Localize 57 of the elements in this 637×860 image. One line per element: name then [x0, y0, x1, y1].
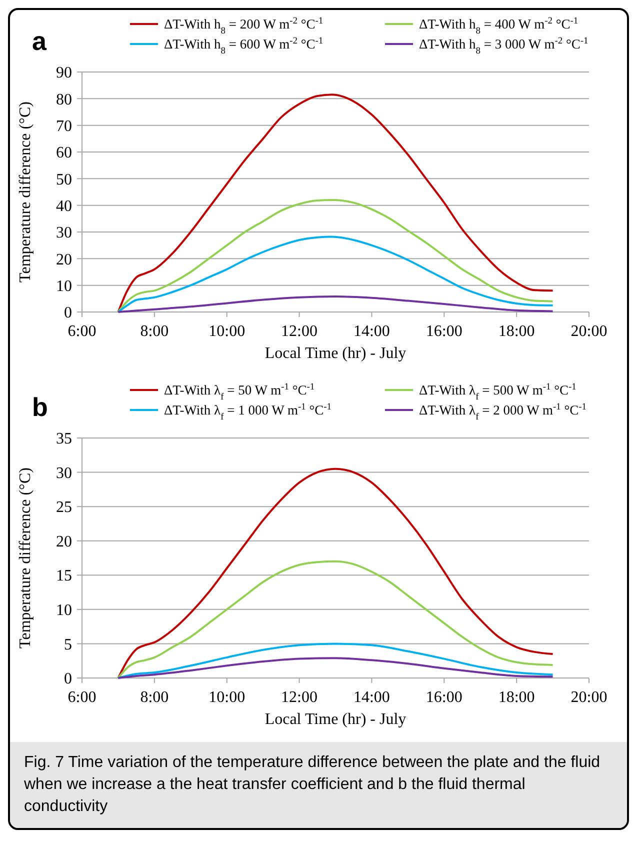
y-axis-title: Temperature difference (°C) [17, 102, 34, 282]
y-tick-label: 25 [56, 499, 72, 516]
line-series [117, 468, 554, 679]
y-tick-label: 30 [56, 224, 72, 242]
x-tick-label: 6:00 [68, 323, 96, 340]
y-tick-label: 30 [56, 464, 72, 482]
y-tick-label: 60 [56, 144, 72, 162]
y-tick-label: 40 [56, 198, 72, 215]
legend-label: ΔT-With h$_{8}$ = 600 W m$^{-2}$ °C$^{-1}$ [164, 36, 324, 57]
x-tick-label: 10:00 [208, 689, 246, 706]
y-tick-label: 50 [56, 171, 72, 188]
x-tick-label: 10:00 [208, 323, 246, 340]
y-tick-label: 0 [64, 670, 72, 688]
y-tick-label: 20 [56, 533, 72, 550]
x-tick-label: 14:00 [353, 689, 390, 706]
legend-label: ΔT-With h$_{8}$ = 200 W m$^{-2}$ °C$^{-1}$ [164, 16, 324, 37]
x-tick-label: 12:00 [281, 323, 318, 340]
x-axis-title: Local Time (hr) - July [264, 345, 406, 362]
line-series [117, 642, 554, 679]
x-tick-label: 12:00 [281, 689, 318, 706]
y-tick-label: 10 [56, 602, 72, 620]
line-series [117, 199, 554, 313]
x-tick-label: 18:00 [498, 323, 535, 340]
y-tick-label: 0 [64, 304, 72, 322]
y-axis-title: Temperature difference (°C) [17, 468, 34, 648]
legend-label: ΔT-With h$_{8}$ = 400 W m$^{-2}$ °C$^{-1}$ [419, 16, 578, 37]
legend-label: ΔT-With λ$_{f}$ = 2 000 W m$^{-1}$ °C$^{-1}$ [419, 402, 587, 423]
x-tick-label: 6:00 [68, 689, 96, 706]
y-tick-label: 5 [64, 636, 72, 654]
y-tick-label: 20 [56, 251, 72, 268]
x-tick-label: 20:00 [570, 323, 608, 340]
y-tick-label: 90 [56, 64, 72, 82]
line-series [117, 560, 554, 679]
legend-label: ΔT-With λ$_{f}$ = 500 W m$^{-1}$ °C$^{-1}$ [419, 382, 577, 403]
x-tick-label: 14:00 [353, 323, 390, 340]
chart-title: a [32, 26, 47, 56]
y-tick-label: 80 [56, 91, 72, 108]
x-tick-label: 18:00 [498, 689, 535, 706]
legend-label: ΔT-With λ$_{f}$ = 50 W m$^{-1}$ °C$^{-1}$ [164, 382, 315, 403]
y-tick-label: 35 [56, 430, 72, 448]
line-series [117, 296, 554, 313]
x-tick-label: 8:00 [140, 323, 169, 340]
y-tick-label: 70 [56, 118, 72, 135]
y-tick-label: 10 [56, 278, 72, 295]
y-tick-label: 15 [56, 568, 72, 585]
x-tick-label: 20:00 [570, 689, 608, 706]
chart-title: b [32, 392, 48, 422]
x-tick-label: 8:00 [140, 689, 169, 706]
caption: Fig. 7 Time variation of the temperature difference between the plate and the fluid when we increase a the heat transfer coefficient and b the fluid thermal conductivity [10, 742, 627, 828]
x-axis-title: Local Time (hr) - July [264, 711, 406, 728]
x-tick-label: 16:00 [426, 689, 462, 706]
line-series [117, 236, 554, 313]
legend-label: ΔT-With h$_{8}$ = 3 000 W m$^{-2}$ °C$^{-1}$ [419, 36, 589, 57]
x-tick-label: 16:00 [426, 323, 462, 340]
line-series [117, 94, 554, 313]
legend-label: ΔT-With λ$_{f}$ = 1 000 W m$^{-1}$ °C$^{-1}$ [164, 402, 332, 423]
line-series [117, 657, 554, 679]
